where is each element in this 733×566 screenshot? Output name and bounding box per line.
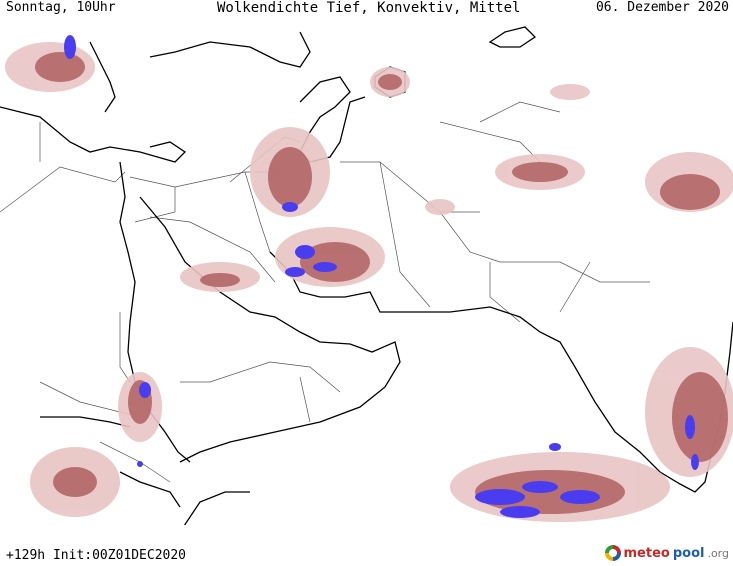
meteopool-logo-icon <box>604 545 621 561</box>
map-svg <box>0 26 733 525</box>
cloud-cover-medium <box>35 52 728 514</box>
logo-text-pool: pool <box>672 545 705 561</box>
logo-text-meteo: meteo <box>623 545 670 561</box>
meteopool-logo[interactable]: meteo pool .org <box>604 545 729 561</box>
map-title: Wolkendichte Tief, Konvektiv, Mittel <box>217 0 521 16</box>
cloud-cover-dense <box>64 35 699 518</box>
valid-day-time: Sonntag, 10Uhr <box>6 0 116 15</box>
model-run-info: +129h Init:00Z01DEC2020 <box>6 548 187 563</box>
logo-text-org: .org <box>707 546 729 560</box>
valid-date: 06. Dezember 2020 <box>595 0 729 15</box>
weather-map <box>0 22 733 525</box>
